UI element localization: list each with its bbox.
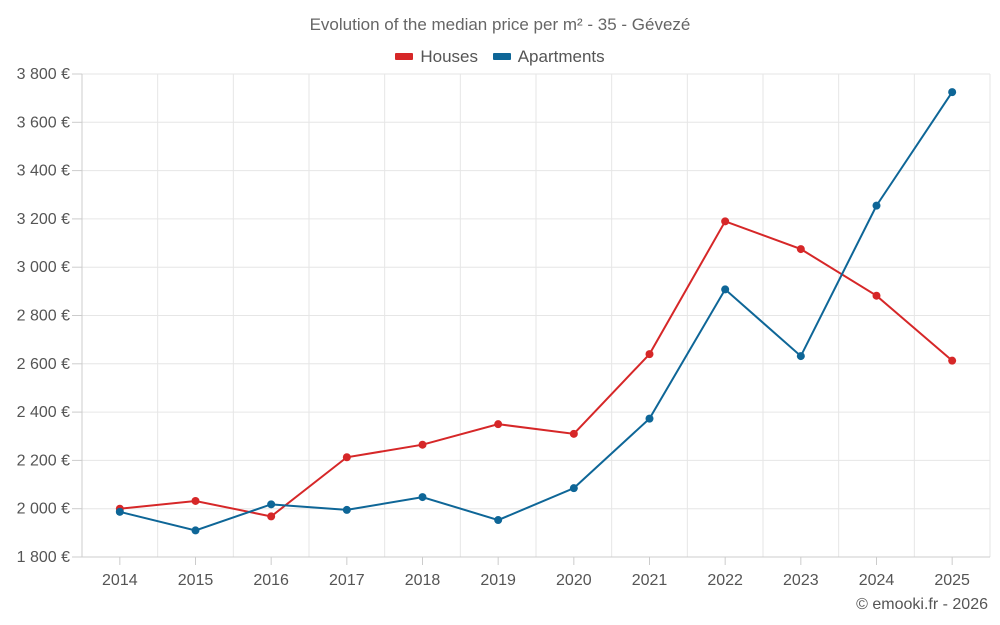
x-tick-label: 2014	[102, 572, 138, 589]
legend-item-apartments[interactable]: Apartments	[492, 46, 605, 67]
data-point-houses	[494, 420, 503, 429]
legend-item-houses[interactable]: Houses	[395, 47, 478, 67]
y-tick-label: 3 800 €	[17, 66, 70, 83]
legend: Houses Apartments	[0, 45, 1000, 67]
data-point-houses	[872, 291, 881, 300]
credit-text: © emooki.fr - 2026	[856, 596, 988, 613]
data-point-houses	[645, 350, 654, 359]
y-tick-label: 2 800 €	[17, 308, 70, 325]
x-tick-label: 2018	[405, 572, 441, 589]
y-tick-label: 3 600 €	[17, 114, 70, 131]
data-point-houses	[796, 245, 805, 254]
data-point-houses	[569, 429, 578, 438]
data-point-apartments	[569, 484, 578, 493]
data-point-houses	[267, 512, 276, 521]
x-tick-label: 2025	[934, 572, 970, 589]
data-point-apartments	[872, 201, 881, 210]
series-line-houses	[119, 220, 953, 518]
x-tick-label: 2023	[783, 572, 819, 589]
data-point-houses	[948, 356, 957, 365]
data-point-apartments	[645, 414, 654, 423]
legend-swatch-houses	[395, 53, 414, 60]
data-point-houses	[342, 453, 351, 462]
chart-title: Evolution of the median price per m² - 3…	[309, 15, 691, 34]
data-point-houses	[721, 217, 730, 226]
x-tick-label: 2021	[632, 572, 668, 589]
data-point-apartments	[721, 285, 730, 294]
y-tick-label: 2 200 €	[17, 452, 70, 469]
y-tick-label: 1 800 €	[17, 549, 70, 566]
x-tick-label: 2024	[859, 572, 895, 589]
x-tick-label: 2015	[178, 572, 214, 589]
x-tick-label: 2017	[329, 572, 365, 589]
x-tick-label: 2019	[480, 572, 516, 589]
legend-label-apartments: Apartments	[517, 46, 605, 66]
data-point-apartments	[267, 500, 276, 509]
y-tick-label: 3 200 €	[17, 211, 70, 228]
y-tick-label: 2 400 €	[17, 404, 70, 421]
x-tick-label: 2022	[707, 572, 743, 589]
data-point-apartments	[342, 505, 351, 514]
legend-swatch-apartments	[492, 53, 511, 60]
y-tick-label: 3 000 €	[17, 259, 70, 276]
data-point-apartments	[948, 88, 957, 97]
series-line-apartments	[119, 91, 953, 532]
y-tick-label: 2 600 €	[17, 356, 70, 373]
legend-label-houses: Houses	[420, 46, 478, 66]
data-point-apartments	[191, 526, 200, 535]
data-point-apartments	[796, 352, 805, 361]
y-tick-label: 3 400 €	[17, 163, 70, 180]
y-tick-label: 2 000 €	[17, 501, 70, 518]
x-tick-label: 2016	[253, 572, 289, 589]
x-tick-label: 2020	[556, 572, 592, 589]
data-point-apartments	[115, 507, 124, 516]
data-point-houses	[418, 440, 427, 449]
data-point-houses	[191, 496, 200, 505]
data-point-apartments	[418, 493, 427, 502]
data-point-apartments	[494, 516, 503, 525]
